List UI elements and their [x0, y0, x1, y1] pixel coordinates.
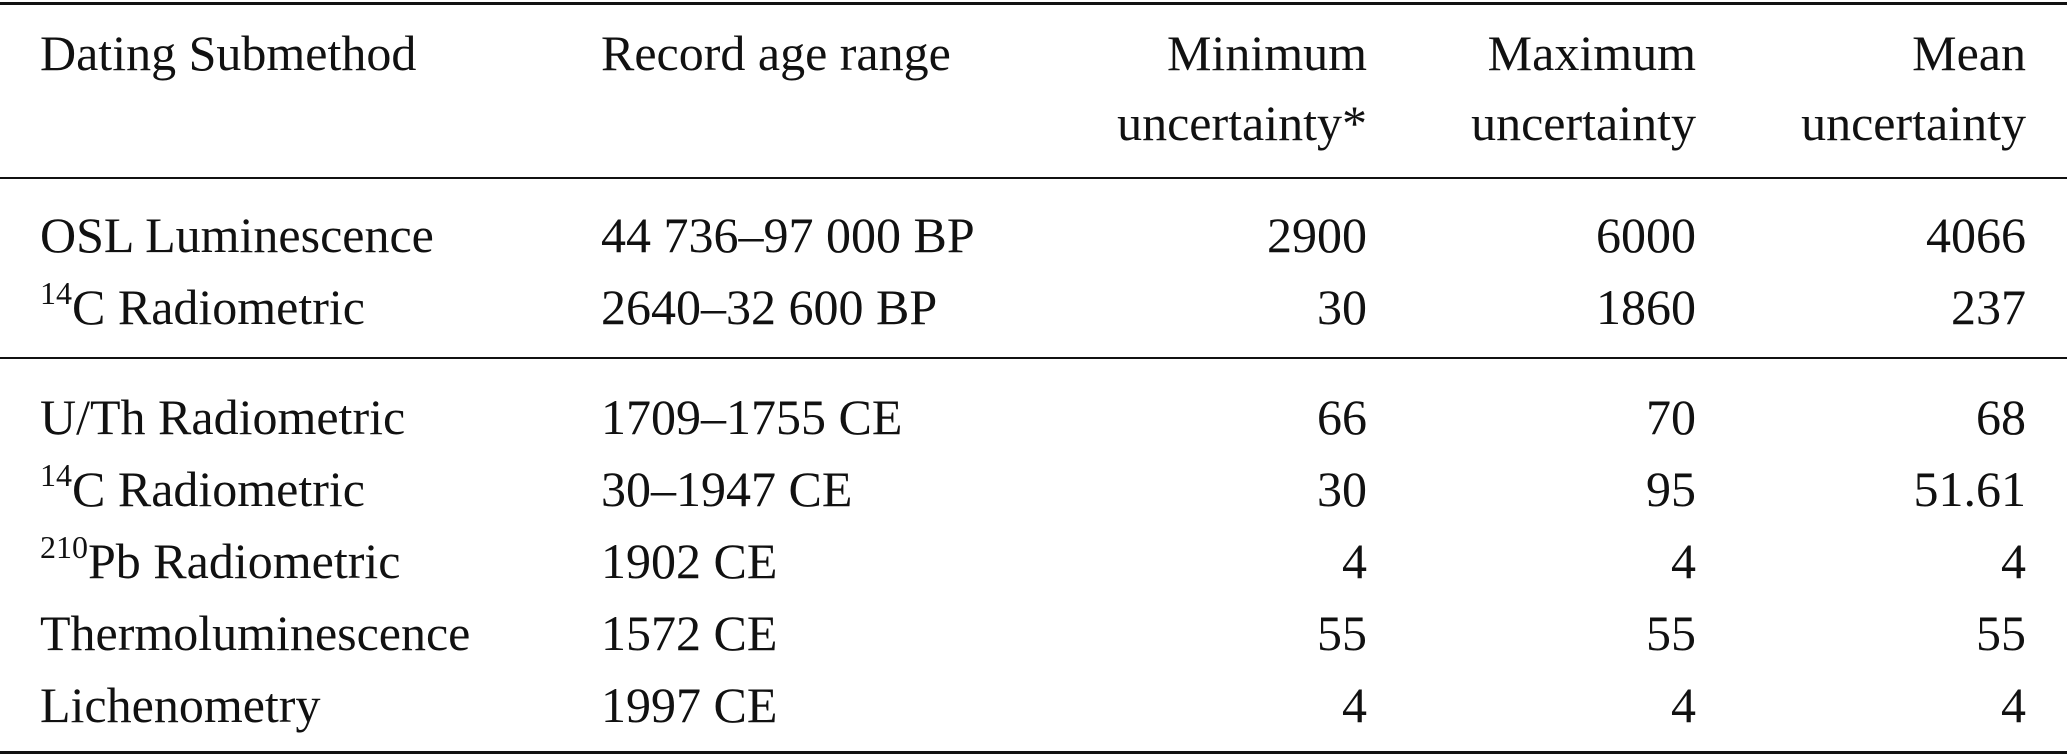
min-uncertainty: 2900 — [1267, 207, 1367, 263]
group-rule — [0, 357, 2067, 359]
mean-uncertainty: 4 — [2001, 533, 2026, 589]
max-uncertainty: 1860 — [1596, 279, 1696, 335]
min-uncertainty: 4 — [1342, 677, 1367, 733]
submethod: 14C Radiometric — [40, 277, 365, 335]
header-rule — [0, 177, 2067, 179]
min-uncertainty: 30 — [1317, 279, 1367, 335]
column-header: uncertainty — [1801, 95, 2026, 151]
submethod-name: Lichenometry — [40, 677, 321, 733]
submethod-name: Thermoluminescence — [40, 605, 471, 661]
age-range: 30–1947 CE — [601, 461, 853, 517]
submethod: U/Th Radiometric — [40, 392, 405, 442]
age-range: 44 736–97 000 BP — [601, 207, 975, 263]
max-uncertainty: 55 — [1646, 605, 1696, 661]
submethod-name: C Radiometric — [72, 279, 365, 335]
submethod: 210Pb Radiometric — [40, 531, 401, 589]
submethod: Lichenometry — [40, 680, 320, 730]
age-range: 1572 CE — [601, 605, 778, 661]
column-header: Maximum — [1487, 25, 1696, 81]
min-uncertainty: 30 — [1317, 461, 1367, 517]
column-header: uncertainty — [1471, 95, 1696, 151]
submethod: OSL Luminescence — [40, 210, 434, 260]
min-uncertainty: 55 — [1317, 605, 1367, 661]
superscript: 210 — [40, 529, 88, 565]
column-header: Record age range — [601, 25, 951, 81]
mean-uncertainty: 55 — [1976, 605, 2026, 661]
bottom-rule — [0, 751, 2067, 754]
submethod-name: C Radiometric — [72, 461, 365, 517]
column-header: Minimum — [1166, 25, 1367, 81]
submethod-name: OSL Luminescence — [40, 207, 434, 263]
column-header: Mean — [1912, 25, 2026, 81]
age-range: 1997 CE — [601, 677, 778, 733]
mean-uncertainty: 4 — [2001, 677, 2026, 733]
column-header: uncertainty* — [1117, 95, 1367, 151]
superscript: 14 — [40, 457, 72, 493]
submethod-name: U/Th Radiometric — [40, 389, 406, 445]
mean-uncertainty: 4066 — [1926, 207, 2026, 263]
superscript: 14 — [40, 275, 72, 311]
age-range: 1709–1755 CE — [601, 389, 903, 445]
mean-uncertainty: 237 — [1951, 279, 2026, 335]
age-range: 2640–32 600 BP — [601, 279, 938, 335]
max-uncertainty: 6000 — [1596, 207, 1696, 263]
age-range: 1902 CE — [601, 533, 778, 589]
submethod: 14C Radiometric — [40, 459, 365, 517]
min-uncertainty: 4 — [1342, 533, 1367, 589]
top-rule — [0, 2, 2067, 5]
submethod-name: Pb Radiometric — [88, 533, 401, 589]
column-header: Dating Submethod — [40, 25, 417, 81]
min-uncertainty: 66 — [1317, 389, 1367, 445]
max-uncertainty: 95 — [1646, 461, 1696, 517]
max-uncertainty: 70 — [1646, 389, 1696, 445]
max-uncertainty: 4 — [1671, 677, 1696, 733]
max-uncertainty: 4 — [1671, 533, 1696, 589]
submethod: Thermoluminescence — [40, 608, 470, 658]
mean-uncertainty: 51.61 — [1913, 461, 2027, 517]
mean-uncertainty: 68 — [1976, 389, 2026, 445]
